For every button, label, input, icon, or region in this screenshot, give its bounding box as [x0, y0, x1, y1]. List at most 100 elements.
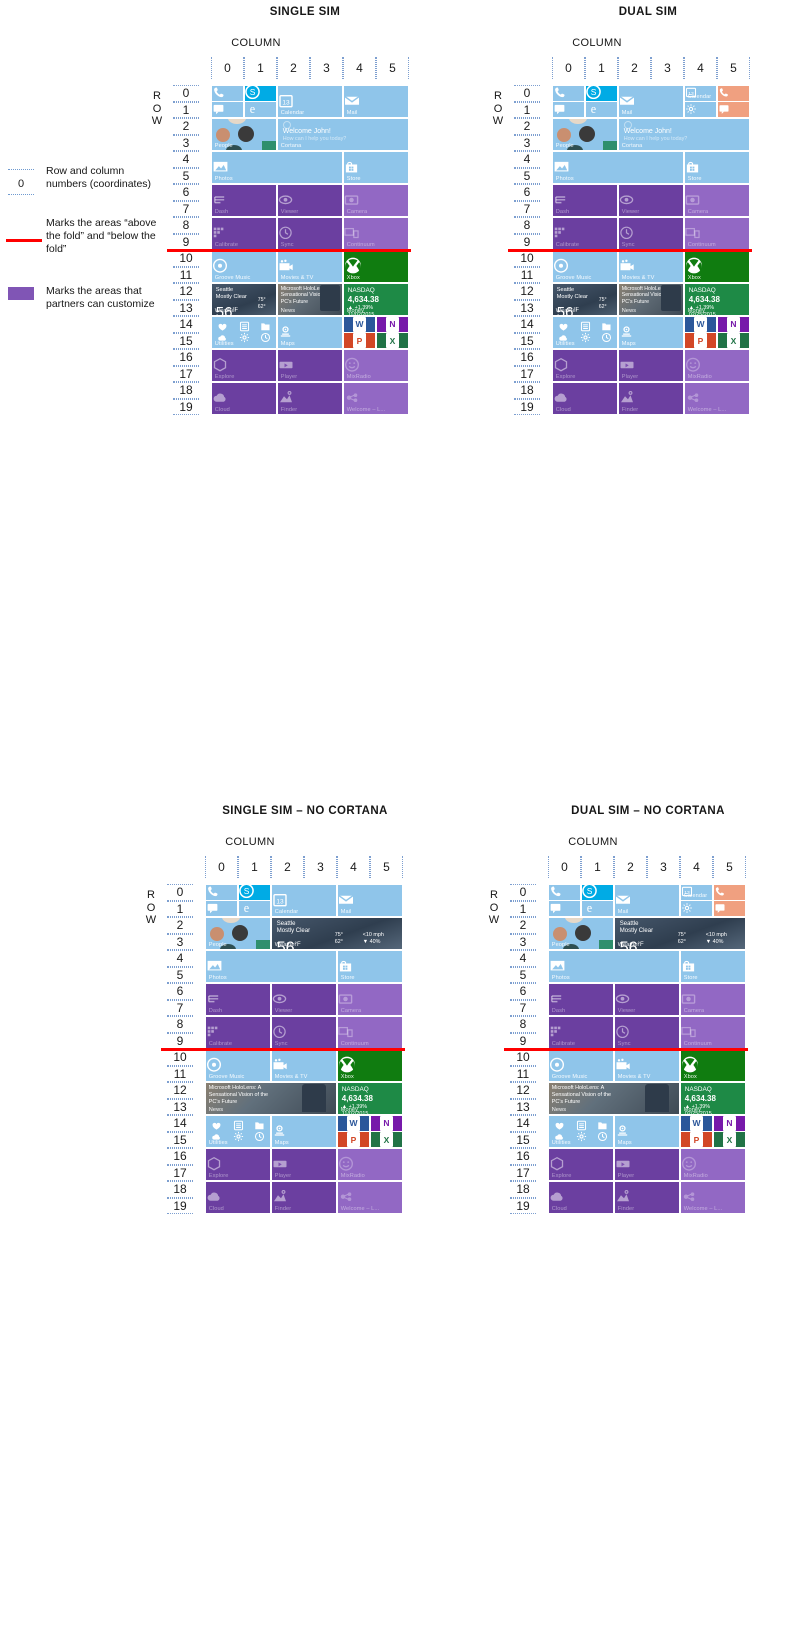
- tile-weather[interactable]: Weather Seattle Mostly Clear 56°F 75° 62°: [552, 283, 618, 316]
- tile-welcome[interactable]: Welcome – L...: [684, 382, 750, 415]
- tile-dash[interactable]: Dash: [552, 184, 618, 217]
- tile-powerpoint[interactable]: P: [343, 333, 376, 349]
- tile-finder[interactable]: Finder: [614, 1181, 680, 1214]
- tile-weather-wide[interactable]: Weather Seattle Mostly Clear 56°F 75° 62° <10 …: [614, 917, 746, 950]
- tile-continuum[interactable]: Continuum: [337, 1016, 403, 1049]
- tile-phone[interactable]: [552, 85, 585, 101]
- tile-utilities[interactable]: Utilities: [211, 316, 277, 349]
- tile-camera[interactable]: Camera: [337, 983, 403, 1016]
- tile-people[interactable]: People: [548, 917, 614, 950]
- tile-onenote[interactable]: N: [370, 1115, 403, 1131]
- tile-word[interactable]: W: [684, 316, 717, 332]
- tile-phone[interactable]: [548, 884, 581, 900]
- tile-money[interactable]: Money NASDAQ 4,634.38 ▲ +1.39% 02/25/2015: [680, 1082, 746, 1115]
- tile-xbox[interactable]: Xbox: [684, 250, 750, 283]
- tile-onenote[interactable]: N: [376, 316, 409, 332]
- tile-phone2[interactable]: [713, 884, 746, 900]
- tile-settings[interactable]: [684, 102, 717, 118]
- tile-sync[interactable]: Sync: [618, 217, 684, 250]
- tile-messaging[interactable]: [211, 102, 244, 118]
- tile-mixradio[interactable]: MixRadio: [680, 1148, 746, 1181]
- tile-phone[interactable]: [205, 884, 238, 900]
- tile-news-wide[interactable]: News Microsoft HoloLens: A Sensational Vi…: [205, 1082, 337, 1115]
- tile-cloud[interactable]: Cloud: [211, 382, 277, 415]
- tile-calendar-small[interactable]: 13 Calendar: [684, 85, 717, 101]
- tile-photos[interactable]: Photos: [552, 151, 684, 184]
- tile-utilities[interactable]: Utilities: [548, 1115, 614, 1148]
- tile-player[interactable]: Player: [271, 1148, 337, 1181]
- tile-cortana[interactable]: Cortana Welcome John! How can I help you t…: [277, 118, 409, 151]
- tile-viewer[interactable]: Viewer: [618, 184, 684, 217]
- tile-news[interactable]: News Microsoft HoloLens: A Sensational Vi…: [277, 283, 343, 316]
- tile-money[interactable]: Money NASDAQ 4,634.38 ▲ +1.39% 11/02/2015: [337, 1082, 403, 1115]
- tile-photos[interactable]: Photos: [548, 950, 680, 983]
- tile-skype[interactable]: S: [585, 85, 618, 101]
- tile-store[interactable]: Store: [684, 151, 750, 184]
- tile-xbox[interactable]: Xbox: [680, 1049, 746, 1082]
- tile-edge[interactable]: e: [238, 901, 271, 917]
- tile-groove-music[interactable]: Groove Music: [205, 1049, 271, 1082]
- tile-camera[interactable]: Camera: [343, 184, 409, 217]
- tile-calendar[interactable]: 13 Calendar: [277, 85, 343, 118]
- tile-excel[interactable]: X: [713, 1132, 746, 1148]
- tile-camera[interactable]: Camera: [684, 184, 750, 217]
- tile-powerpoint[interactable]: P: [337, 1132, 370, 1148]
- tile-weather-wide[interactable]: Weather Seattle Mostly Clear 56°F 75° 62° <10 …: [271, 917, 403, 950]
- tile-onenote[interactable]: N: [713, 1115, 746, 1131]
- tile-xbox[interactable]: Xbox: [343, 250, 409, 283]
- tile-cloud[interactable]: Cloud: [205, 1181, 271, 1214]
- tile-photos[interactable]: Photos: [211, 151, 343, 184]
- tile-finder[interactable]: Finder: [618, 382, 684, 415]
- tile-continuum[interactable]: Continuum: [680, 1016, 746, 1049]
- tile-messaging2[interactable]: [717, 102, 750, 118]
- tile-news[interactable]: News Microsoft HoloLens: A Sensational Vi…: [618, 283, 684, 316]
- tile-sync[interactable]: Sync: [271, 1016, 337, 1049]
- tile-skype[interactable]: S: [244, 85, 277, 101]
- tile-continuum[interactable]: Continuum: [343, 217, 409, 250]
- tile-explore[interactable]: Explore: [552, 349, 618, 382]
- tile-mail[interactable]: Mail: [618, 85, 684, 118]
- tile-word[interactable]: W: [343, 316, 376, 332]
- tile-groove-music[interactable]: Groove Music: [211, 250, 277, 283]
- tile-movies-tv[interactable]: Movies & TV: [614, 1049, 680, 1082]
- tile-mixradio[interactable]: MixRadio: [684, 349, 750, 382]
- tile-news-wide[interactable]: News Microsoft HoloLens: A Sensational Vi…: [548, 1082, 680, 1115]
- tile-maps[interactable]: Maps: [618, 316, 684, 349]
- tile-cloud[interactable]: Cloud: [548, 1181, 614, 1214]
- tile-calibrate[interactable]: Calibrate: [552, 217, 618, 250]
- tile-welcome[interactable]: Welcome – L...: [343, 382, 409, 415]
- tile-explore[interactable]: Explore: [205, 1148, 271, 1181]
- tile-phone[interactable]: [211, 85, 244, 101]
- tile-dash[interactable]: Dash: [211, 184, 277, 217]
- tile-sync[interactable]: Sync: [277, 217, 343, 250]
- tile-camera[interactable]: Camera: [680, 983, 746, 1016]
- tile-dash[interactable]: Dash: [548, 983, 614, 1016]
- tile-viewer[interactable]: Viewer: [277, 184, 343, 217]
- tile-word[interactable]: W: [337, 1115, 370, 1131]
- tile-mail[interactable]: Mail: [614, 884, 680, 917]
- tile-maps[interactable]: Maps: [277, 316, 343, 349]
- tile-excel[interactable]: X: [376, 333, 409, 349]
- tile-player[interactable]: Player: [614, 1148, 680, 1181]
- tile-mixradio[interactable]: MixRadio: [343, 349, 409, 382]
- tile-calendar-small[interactable]: 13 Calendar: [680, 884, 713, 900]
- tile-messaging[interactable]: [205, 901, 238, 917]
- tile-edge[interactable]: e: [244, 102, 277, 118]
- tile-utilities[interactable]: Utilities: [205, 1115, 271, 1148]
- tile-maps[interactable]: Maps: [271, 1115, 337, 1148]
- tile-photos[interactable]: Photos: [205, 950, 337, 983]
- tile-finder[interactable]: Finder: [271, 1181, 337, 1214]
- tile-edge[interactable]: e: [581, 901, 614, 917]
- tile-utilities[interactable]: Utilities: [552, 316, 618, 349]
- tile-store[interactable]: Store: [680, 950, 746, 983]
- tile-cloud[interactable]: Cloud: [552, 382, 618, 415]
- tile-store[interactable]: Store: [337, 950, 403, 983]
- tile-viewer[interactable]: Viewer: [271, 983, 337, 1016]
- tile-phone2[interactable]: [717, 85, 750, 101]
- tile-explore[interactable]: Explore: [548, 1148, 614, 1181]
- tile-movies-tv[interactable]: Movies & TV: [271, 1049, 337, 1082]
- tile-skype[interactable]: S: [238, 884, 271, 900]
- tile-people[interactable]: People: [211, 118, 277, 151]
- tile-excel[interactable]: X: [370, 1132, 403, 1148]
- tile-calibrate[interactable]: Calibrate: [211, 217, 277, 250]
